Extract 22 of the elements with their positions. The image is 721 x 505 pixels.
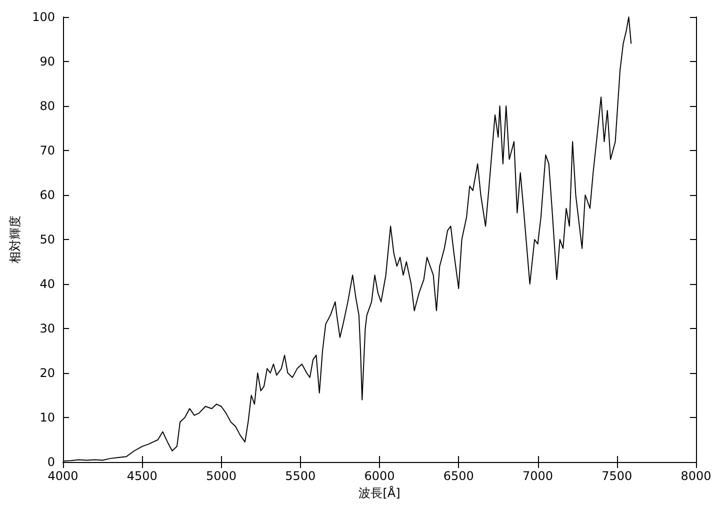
x-tick-label: 5500 xyxy=(285,469,316,483)
x-axis-title: 波長[Å] xyxy=(358,484,400,500)
x-tick-label: 5000 xyxy=(206,469,237,483)
y-tick-label: 40 xyxy=(40,277,55,291)
x-tick-label: 6500 xyxy=(443,469,474,483)
y-tick-label: 20 xyxy=(40,366,55,380)
x-tick-label: 8000 xyxy=(680,469,712,483)
x-tick-label: 6000 xyxy=(364,469,395,483)
y-tick-label: 0 xyxy=(47,455,55,469)
y-tick-label: 70 xyxy=(40,144,55,158)
x-tick-label: 4000 xyxy=(48,469,78,483)
x-tick-label: 7000 xyxy=(522,469,554,483)
x-tick-label: 7500 xyxy=(602,469,632,483)
y-tick-label: 90 xyxy=(40,54,55,68)
y-tick-label: 60 xyxy=(40,188,55,202)
y-tick-label: 50 xyxy=(40,232,55,246)
y-axis-title: 相対輝度 xyxy=(8,216,22,264)
y-tick-label: 30 xyxy=(40,322,55,336)
y-tick-label: 10 xyxy=(40,410,55,424)
x-tick-label: 4500 xyxy=(126,469,158,483)
y-tick-label: 100 xyxy=(32,10,55,24)
y-tick-label: 80 xyxy=(40,99,55,113)
